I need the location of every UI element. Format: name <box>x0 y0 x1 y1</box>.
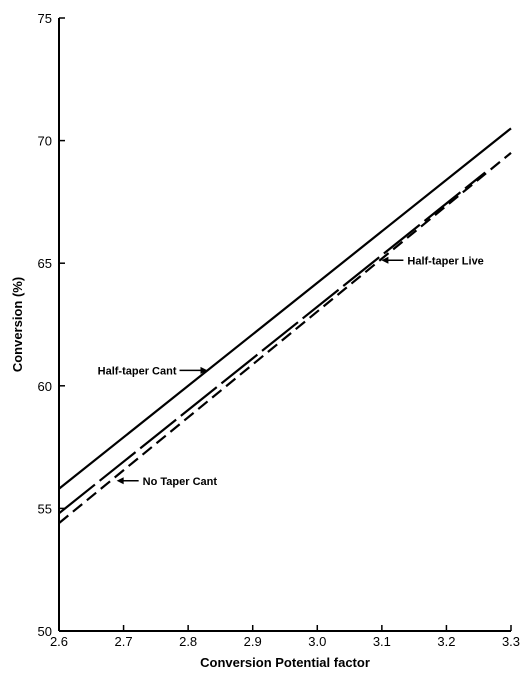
x-tick-label: 3.2 <box>437 634 455 649</box>
annotation-half-taper-cant: Half-taper Cant <box>98 365 177 377</box>
annotations: Half-taper Cant Half-taper Live No Taper C… <box>98 255 484 488</box>
y-tick-label: 75 <box>38 11 52 26</box>
x-axis-label: Conversion Potential factor <box>200 655 370 670</box>
series-line-no-taper-cant <box>58 152 512 524</box>
annotation-no-taper-cant: No Taper Cant <box>143 476 218 488</box>
x-tick-label: 3.0 <box>308 634 326 649</box>
series-line-half-taper-live <box>58 171 486 515</box>
y-axis-label: Conversion (%) <box>10 277 25 372</box>
x-tick-label: 2.8 <box>179 634 197 649</box>
y-tick-label: 65 <box>38 256 52 271</box>
x-tick-label: 3.3 <box>502 634 520 649</box>
annotation-arrowhead <box>200 366 208 374</box>
x-tick-label: 2.6 <box>50 634 68 649</box>
series-line-half-taper-cant <box>58 127 512 490</box>
annotation-arrowhead <box>116 477 124 485</box>
y-tick-label: 55 <box>38 501 52 516</box>
y-tick-label: 60 <box>38 379 52 394</box>
y-tick-label: 50 <box>38 624 52 639</box>
x-tick-label: 2.7 <box>115 634 133 649</box>
annotation-half-taper-live: Half-taper Live <box>407 255 483 267</box>
series-lines <box>58 127 512 524</box>
y-tick-label: 70 <box>38 134 52 149</box>
axes: 50 55 60 65 70 75 2.6 2.7 2.8 2.9 3.0 3.1 3.2 3.3 <box>38 11 521 649</box>
annotation-arrowhead <box>381 256 389 264</box>
x-tick-label: 3.1 <box>373 634 391 649</box>
x-tick-label: 2.9 <box>244 634 262 649</box>
